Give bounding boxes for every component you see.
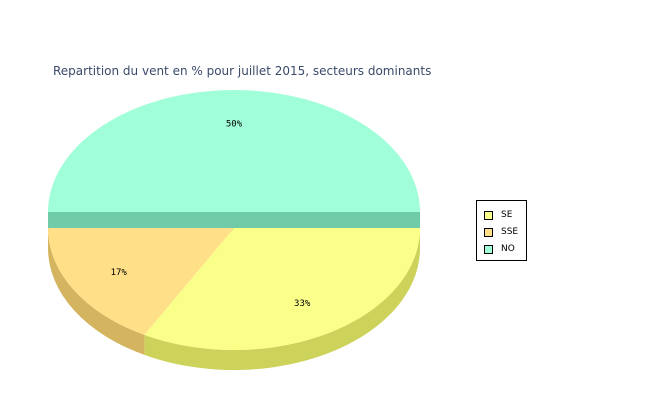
pie-slice-no xyxy=(48,90,420,212)
legend-item-se: SE xyxy=(484,209,512,221)
pie-label-sse: 17% xyxy=(111,268,128,278)
pie-slice-sse xyxy=(48,228,234,335)
legend-item-no: NO xyxy=(484,243,515,255)
pie-side-se xyxy=(144,228,421,370)
pie-label-se: 33% xyxy=(294,299,311,309)
legend-label: NO xyxy=(501,244,515,254)
pie-label-no: 50% xyxy=(226,120,243,130)
legend-swatch xyxy=(484,244,493,254)
pie-sides xyxy=(48,212,421,370)
pie-cut-face-no xyxy=(48,212,420,232)
legend-label: SE xyxy=(501,210,513,220)
pie-side-sse xyxy=(48,228,145,355)
legend-label: SSE xyxy=(501,227,519,237)
legend-swatch xyxy=(484,210,493,220)
pie-labels: 33% 17% 50% xyxy=(111,120,311,309)
legend-swatch xyxy=(484,227,493,237)
legend: SE SSE NO xyxy=(476,200,527,261)
pie-slice-se xyxy=(144,228,421,351)
chart-title: Repartition du vent en % pour juillet 20… xyxy=(53,64,432,78)
pie-tops xyxy=(48,90,421,351)
legend-item-sse: SSE xyxy=(484,226,518,238)
